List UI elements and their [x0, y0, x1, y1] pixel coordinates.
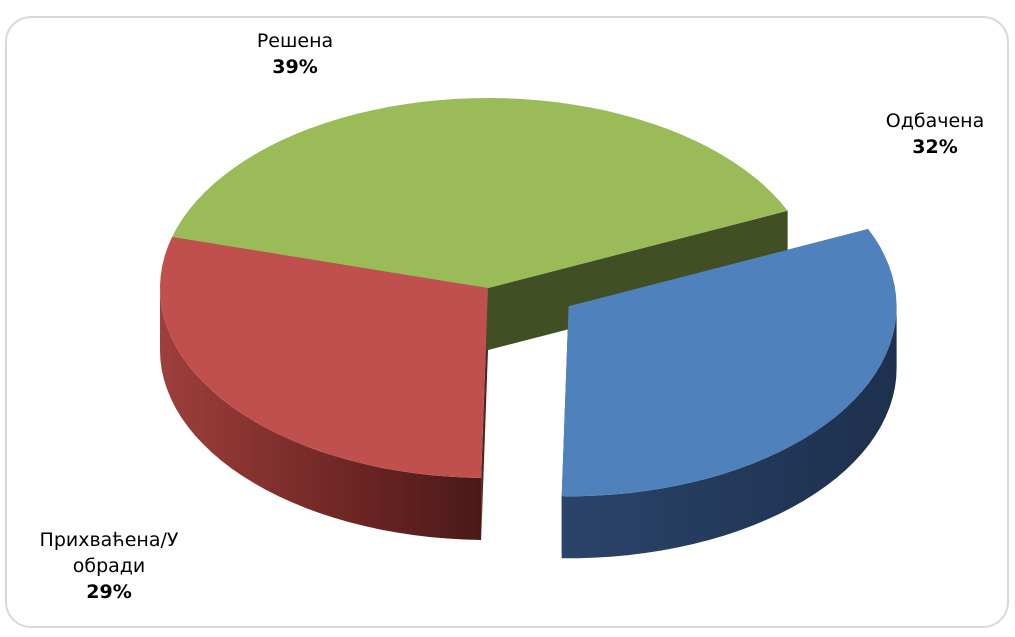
slice-side-1-0 [160, 288, 482, 540]
slice-label-reshena: Решена 39% [200, 28, 390, 80]
slice-side-0-0 [561, 306, 897, 559]
slice-wall-end-2 [488, 210, 788, 350]
slice-wall-start-1 [481, 288, 488, 540]
pie-slices [160, 98, 897, 559]
slice-percent: 39% [272, 56, 318, 78]
slice-top-1 [160, 236, 488, 478]
slice-name: Одбачена [885, 110, 985, 132]
slice-top-2 [172, 98, 788, 288]
slice-label-odbachena: Одбачена 32% [860, 108, 1010, 160]
pie-top-faces [160, 98, 897, 497]
slice-name: Решена [256, 30, 334, 52]
slice-percent: 32% [912, 136, 958, 158]
slice-label-prihvacena: Прихваћена/У обради 29% [4, 527, 214, 605]
slice-percent: 29% [86, 581, 132, 603]
slice-top-0 [561, 229, 897, 497]
slice-name-line-1: Прихваћена/У [39, 529, 179, 551]
slice-name-line-2: обради [72, 555, 146, 577]
pie-outer-walls [160, 288, 897, 559]
